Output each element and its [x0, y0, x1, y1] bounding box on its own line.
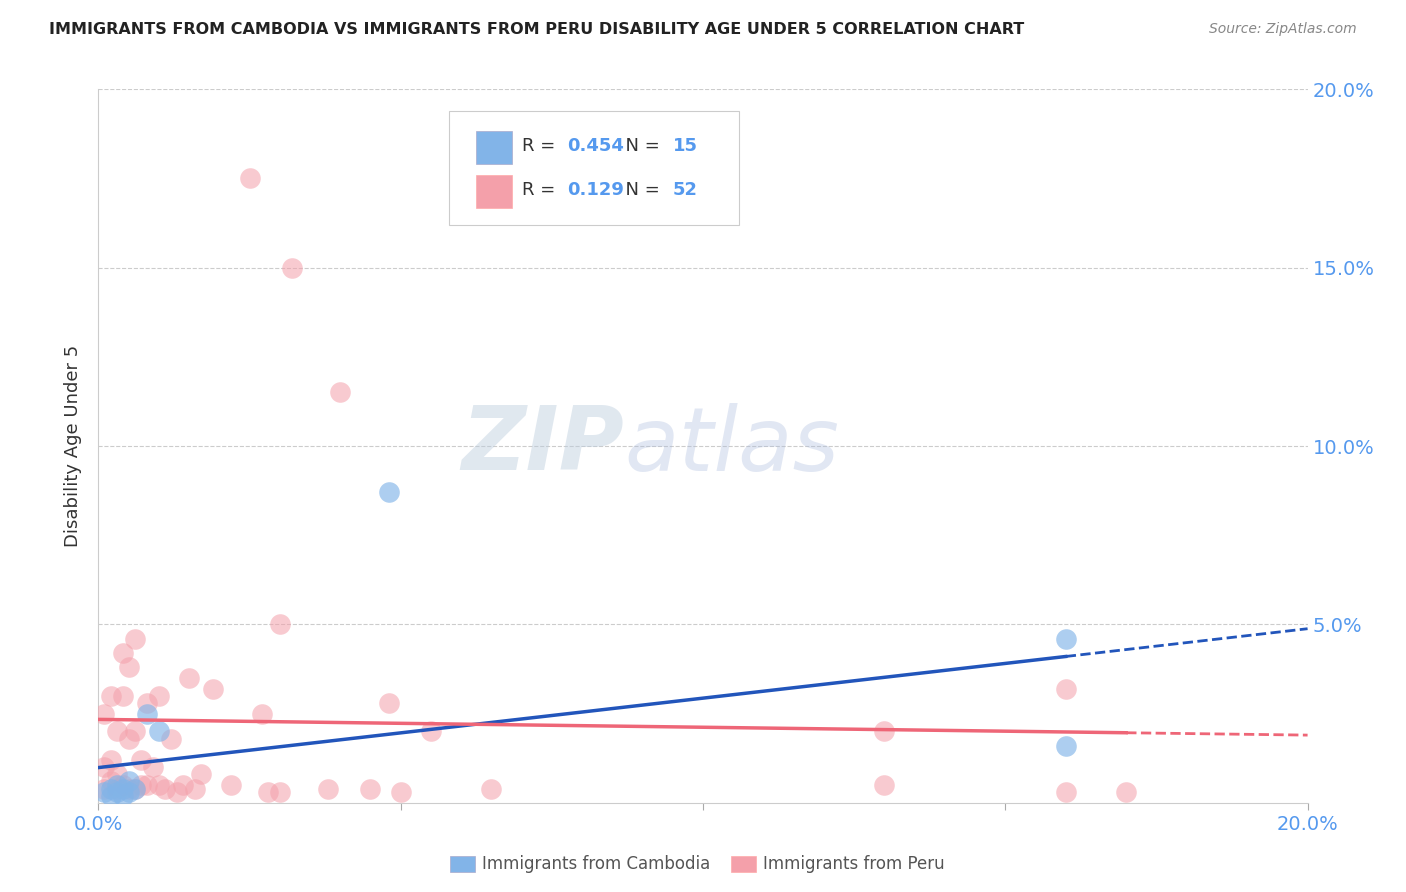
Text: N =: N = [613, 181, 665, 199]
Point [93, 781, 115, 796]
Point [100, 753, 122, 767]
Point [124, 724, 146, 739]
Point [239, 171, 262, 186]
Point [124, 632, 146, 646]
Point [1054, 739, 1077, 753]
Point [135, 706, 157, 721]
Point [100, 689, 122, 703]
Point [148, 724, 170, 739]
Point [153, 781, 176, 796]
Text: R =: R = [522, 136, 561, 154]
Point [105, 767, 128, 781]
Point [93, 706, 115, 721]
Point [316, 781, 339, 796]
Text: ZIP: ZIP [461, 402, 624, 490]
Bar [475, 176, 512, 208]
Point [202, 681, 225, 696]
Point [419, 724, 441, 739]
Text: 15: 15 [672, 136, 697, 154]
Text: 52: 52 [672, 181, 697, 199]
Bar [475, 131, 512, 163]
Point [377, 696, 399, 710]
Point [111, 778, 134, 792]
Point [873, 724, 896, 739]
Point [124, 781, 146, 796]
Point [1054, 785, 1077, 799]
Point [360, 781, 382, 796]
Point [135, 778, 157, 792]
Point [105, 785, 128, 799]
Point [873, 778, 896, 792]
Point [100, 789, 122, 803]
Text: atlas: atlas [624, 403, 839, 489]
Point [481, 781, 503, 796]
Point [148, 689, 170, 703]
Point [105, 724, 128, 739]
Point [148, 778, 170, 792]
Point [1054, 681, 1077, 696]
Point [105, 778, 128, 792]
Point [111, 689, 134, 703]
Text: 0.129: 0.129 [568, 181, 624, 199]
Text: IMMIGRANTS FROM CAMBODIA VS IMMIGRANTS FROM PERU DISABILITY AGE UNDER 5 CORRELAT: IMMIGRANTS FROM CAMBODIA VS IMMIGRANTS F… [49, 22, 1025, 37]
Point [100, 774, 122, 789]
Point [166, 785, 188, 799]
Y-axis label: Disability Age Under 5: Disability Age Under 5 [65, 345, 83, 547]
Text: N =: N = [613, 136, 665, 154]
Point [281, 260, 304, 275]
Point [118, 785, 141, 799]
Point [118, 660, 141, 674]
Text: R =: R = [522, 181, 567, 199]
Point [172, 778, 194, 792]
Point [93, 760, 115, 774]
Point [118, 731, 141, 746]
Point [190, 767, 212, 781]
Point [389, 785, 412, 799]
Point [129, 778, 152, 792]
Point [111, 789, 134, 803]
Point [142, 760, 165, 774]
Point [129, 753, 152, 767]
Point [269, 617, 291, 632]
Point [221, 778, 243, 792]
Point [269, 785, 291, 799]
Point [160, 731, 183, 746]
Point [118, 781, 141, 796]
Point [377, 485, 399, 500]
Point [93, 785, 115, 799]
Point [250, 706, 273, 721]
Point [177, 671, 201, 685]
FancyBboxPatch shape [449, 111, 740, 225]
Point [124, 781, 146, 796]
Text: Source: ZipAtlas.com: Source: ZipAtlas.com [1209, 22, 1357, 37]
Point [105, 781, 128, 796]
Text: Immigrants from Peru: Immigrants from Peru [763, 855, 945, 873]
Point [111, 646, 134, 660]
Point [1115, 785, 1137, 799]
Point [111, 781, 134, 796]
Point [329, 385, 352, 400]
Point [256, 785, 278, 799]
Point [135, 696, 157, 710]
Point [1054, 632, 1077, 646]
Point [100, 781, 122, 796]
Text: 0.454: 0.454 [568, 136, 624, 154]
Point [118, 774, 141, 789]
Text: Immigrants from Cambodia: Immigrants from Cambodia [482, 855, 710, 873]
Point [184, 781, 207, 796]
